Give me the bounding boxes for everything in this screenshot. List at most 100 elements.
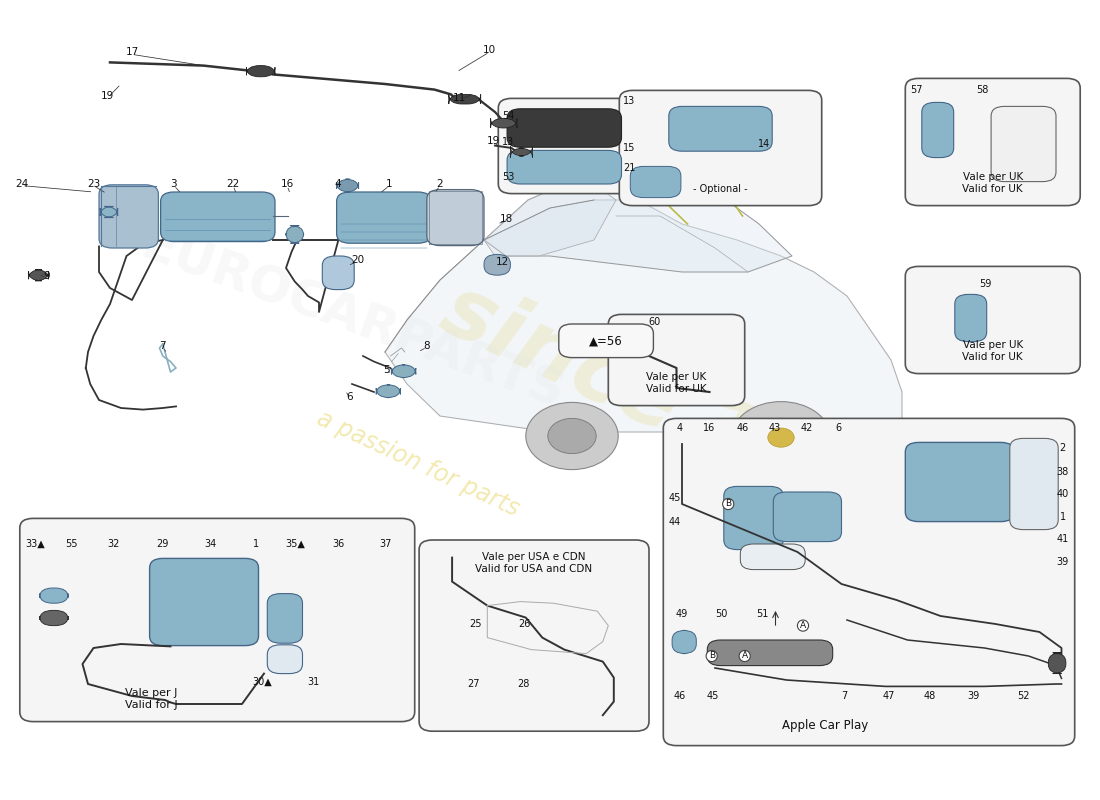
Text: Apple Car Play: Apple Car Play xyxy=(782,719,868,732)
FancyBboxPatch shape xyxy=(608,314,745,406)
Text: 1: 1 xyxy=(386,179,393,189)
FancyBboxPatch shape xyxy=(507,109,622,147)
Text: 28: 28 xyxy=(517,679,530,689)
Text: 16: 16 xyxy=(703,423,716,433)
Text: 12: 12 xyxy=(496,257,509,266)
FancyBboxPatch shape xyxy=(484,254,510,275)
Text: 55: 55 xyxy=(65,539,78,549)
Text: Valid for UK: Valid for UK xyxy=(962,352,1023,362)
Text: 31: 31 xyxy=(307,677,320,686)
Text: B: B xyxy=(725,499,732,509)
FancyBboxPatch shape xyxy=(322,256,354,290)
Text: 34: 34 xyxy=(204,539,217,549)
Text: 4: 4 xyxy=(676,423,683,433)
FancyBboxPatch shape xyxy=(707,640,833,666)
FancyBboxPatch shape xyxy=(419,540,649,731)
FancyBboxPatch shape xyxy=(161,192,275,242)
Text: 36: 36 xyxy=(332,539,345,549)
Text: 54: 54 xyxy=(502,111,515,121)
Text: 5: 5 xyxy=(383,365,389,374)
Text: EUROCARPARTS: EUROCARPARTS xyxy=(134,221,570,419)
Text: 23: 23 xyxy=(87,179,100,189)
FancyBboxPatch shape xyxy=(905,442,1014,522)
Text: 48: 48 xyxy=(923,691,936,701)
FancyBboxPatch shape xyxy=(100,206,118,218)
FancyBboxPatch shape xyxy=(491,118,517,128)
Circle shape xyxy=(732,402,830,474)
Circle shape xyxy=(768,428,794,447)
Text: 26: 26 xyxy=(518,619,531,629)
FancyBboxPatch shape xyxy=(40,588,68,603)
FancyBboxPatch shape xyxy=(246,66,275,77)
FancyBboxPatch shape xyxy=(663,418,1075,746)
Text: A: A xyxy=(741,651,748,661)
FancyBboxPatch shape xyxy=(427,190,484,246)
Text: Valid for UK: Valid for UK xyxy=(962,184,1023,194)
Text: 18: 18 xyxy=(499,214,513,224)
Text: 27: 27 xyxy=(466,679,480,689)
FancyBboxPatch shape xyxy=(498,98,640,194)
Text: 50: 50 xyxy=(715,610,728,619)
Text: 13: 13 xyxy=(502,137,515,146)
Text: 21: 21 xyxy=(623,163,636,173)
Text: 15: 15 xyxy=(623,143,636,153)
Text: 6: 6 xyxy=(835,423,842,433)
Text: 8: 8 xyxy=(424,341,430,350)
Text: 51: 51 xyxy=(756,610,769,619)
FancyBboxPatch shape xyxy=(669,106,772,151)
Circle shape xyxy=(526,402,618,470)
FancyBboxPatch shape xyxy=(376,385,400,398)
FancyBboxPatch shape xyxy=(392,365,416,378)
Text: ▲=56: ▲=56 xyxy=(590,334,623,347)
Text: 59: 59 xyxy=(979,279,992,289)
FancyBboxPatch shape xyxy=(286,226,304,243)
FancyBboxPatch shape xyxy=(337,192,431,243)
FancyBboxPatch shape xyxy=(991,106,1056,182)
Text: 41: 41 xyxy=(1056,534,1069,544)
Text: 32: 32 xyxy=(107,539,120,549)
Text: 43: 43 xyxy=(768,423,781,433)
Text: Valid for J: Valid for J xyxy=(125,699,177,710)
Text: 47: 47 xyxy=(882,691,895,701)
FancyBboxPatch shape xyxy=(40,610,68,626)
Text: 30▲: 30▲ xyxy=(252,677,272,686)
FancyBboxPatch shape xyxy=(559,324,653,358)
FancyBboxPatch shape xyxy=(507,150,622,184)
Text: 44: 44 xyxy=(668,517,681,526)
FancyBboxPatch shape xyxy=(449,94,481,104)
Text: 10: 10 xyxy=(483,46,496,55)
Text: A: A xyxy=(800,621,806,630)
Text: 2: 2 xyxy=(437,179,443,189)
FancyBboxPatch shape xyxy=(619,90,822,206)
Text: 45: 45 xyxy=(668,493,681,502)
Circle shape xyxy=(548,418,596,454)
Text: 24: 24 xyxy=(15,179,29,189)
Text: 38: 38 xyxy=(1056,467,1069,477)
Text: 45: 45 xyxy=(706,691,719,701)
Text: 7: 7 xyxy=(842,691,848,701)
Text: 25: 25 xyxy=(469,619,482,629)
Text: 53: 53 xyxy=(502,172,515,182)
Polygon shape xyxy=(484,176,792,272)
Text: 46: 46 xyxy=(736,423,749,433)
Text: 13: 13 xyxy=(623,96,636,106)
Text: B: B xyxy=(708,651,715,661)
Text: 39: 39 xyxy=(1056,557,1069,566)
FancyBboxPatch shape xyxy=(29,270,48,281)
Text: 4: 4 xyxy=(334,179,341,189)
Text: 40: 40 xyxy=(1056,490,1069,499)
Text: 19: 19 xyxy=(487,136,500,146)
Text: 3: 3 xyxy=(170,179,177,189)
FancyBboxPatch shape xyxy=(905,266,1080,374)
Text: Vale per J: Vale per J xyxy=(125,687,177,698)
Polygon shape xyxy=(484,176,616,256)
Text: 42: 42 xyxy=(800,423,813,433)
Text: Vale per UK: Vale per UK xyxy=(962,341,1023,350)
Text: 60: 60 xyxy=(648,317,661,326)
Text: Vale per USA e CDN: Vale per USA e CDN xyxy=(482,552,586,562)
Text: 58: 58 xyxy=(976,85,989,94)
FancyBboxPatch shape xyxy=(20,518,415,722)
Text: 1: 1 xyxy=(1059,512,1066,522)
Text: 1: 1 xyxy=(253,539,260,549)
Text: 16: 16 xyxy=(280,179,294,189)
